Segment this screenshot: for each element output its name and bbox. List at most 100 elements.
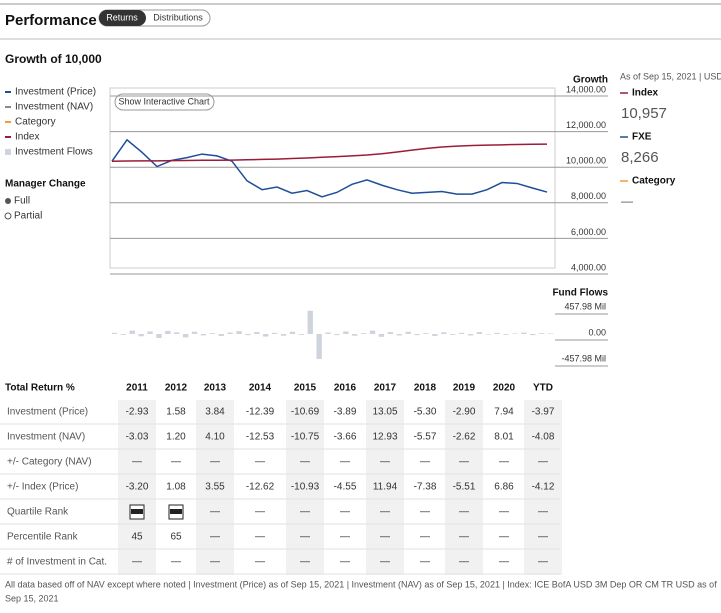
legend-label: Index: [15, 132, 39, 143]
cell: —: [132, 457, 142, 468]
y-tick-label: -457.98 Mil: [561, 353, 606, 363]
series-line: [111, 138, 548, 198]
tab[interactable]: Distributions: [153, 12, 203, 22]
tab-active[interactable]: [99, 10, 146, 26]
footnote: All data based off of NAV except where n…: [5, 579, 717, 589]
tab[interactable]: Returns: [106, 12, 138, 22]
y-tick-label: 8,000.00: [571, 191, 606, 201]
cell: —: [210, 532, 220, 543]
flow-bar: [298, 334, 305, 335]
cell: 45: [131, 532, 143, 543]
y-tick-label: 14,000.00: [566, 84, 606, 94]
column-header: YTD: [533, 383, 553, 394]
cell: —: [538, 457, 548, 468]
row-label: Percentile Rank: [7, 532, 79, 543]
cell: —: [255, 457, 265, 468]
quartile-fill: [170, 509, 182, 514]
cell: -3.97: [532, 407, 555, 418]
column-shade: [196, 400, 234, 575]
cell: 7.94: [494, 407, 514, 418]
cell: —: [340, 457, 350, 468]
cell: 1.58: [166, 407, 186, 418]
cell: —: [499, 507, 509, 518]
flow-bar: [111, 332, 118, 334]
cell: -4.12: [532, 482, 555, 493]
flow-bar: [200, 334, 207, 336]
quartile-fill: [131, 509, 143, 514]
cell: 6.86: [494, 482, 514, 493]
cell: —: [210, 457, 220, 468]
row-label: Investment (Price): [7, 407, 88, 418]
legend-label: Investment (Price): [15, 87, 96, 98]
flow-bar: [156, 334, 162, 338]
cell: -4.08: [532, 432, 555, 443]
cell: 3.55: [205, 482, 225, 493]
y-tick-label: 4,000.00: [571, 262, 606, 272]
flow-bar: [138, 334, 144, 337]
button[interactable]: [114, 93, 215, 111]
flow-bar: [387, 332, 394, 334]
column-header: 2013: [204, 383, 227, 394]
cell: —: [420, 532, 430, 543]
flow-bar: [396, 334, 402, 336]
cell: -4.55: [334, 482, 357, 493]
flow-bar: [227, 332, 233, 334]
table-header: Total Return %: [5, 383, 75, 394]
cell: —: [300, 532, 310, 543]
plot-frame: [109, 87, 556, 269]
flow-bar: [316, 334, 322, 359]
flow-bar: [512, 333, 518, 334]
cell: 13.05: [372, 407, 397, 418]
flow-bar: [503, 334, 509, 335]
flow-bar: [530, 334, 536, 336]
flow-bar: [458, 332, 465, 334]
cell: —: [499, 532, 509, 543]
cell: 12.93: [372, 432, 397, 443]
cell: —: [459, 532, 469, 543]
cell: -3.66: [334, 432, 357, 443]
cell: —: [380, 507, 390, 518]
cell: —: [210, 557, 220, 568]
legend-label: Investment Flows: [15, 147, 93, 158]
column-header: 2017: [374, 383, 397, 394]
cell: —: [340, 557, 350, 568]
flow-bar: [129, 330, 135, 334]
flow-bar: [352, 334, 358, 336]
flow-bar: [289, 331, 296, 334]
cell: —: [300, 507, 310, 518]
flow-bar: [325, 332, 331, 334]
flow-bar: [369, 330, 376, 334]
row-label: +/- Index (Price): [7, 482, 78, 493]
cell: 1.20: [166, 432, 186, 443]
side-value: 8,266: [621, 149, 659, 166]
cell: -2.93: [126, 407, 149, 418]
cell: —: [255, 532, 265, 543]
side-value: 10,957: [621, 105, 667, 122]
y-tick-label: 457.98 Mil: [564, 301, 606, 311]
cell: -12.39: [246, 407, 275, 418]
row-label: # of Investment in Cat.: [7, 557, 107, 568]
flow-bar: [414, 334, 420, 336]
cell: —: [380, 457, 390, 468]
flow-bar: [174, 332, 180, 334]
flow-bar: [378, 334, 385, 337]
column-header: 2019: [453, 383, 476, 394]
flow-bar: [271, 332, 278, 334]
legend-swatch: [5, 149, 11, 155]
button-label[interactable]: Show Interactive Chart: [118, 96, 210, 106]
cell: -2.62: [453, 432, 476, 443]
cell: —: [300, 557, 310, 568]
flow-bar: [218, 334, 224, 336]
axis-title: Growth: [573, 75, 608, 86]
manager-title: Manager Change: [5, 179, 86, 190]
cell: -10.69: [291, 407, 320, 418]
cell: —: [459, 507, 469, 518]
flow-bar: [245, 334, 251, 336]
flow-bar: [236, 331, 242, 334]
cell: —: [538, 507, 548, 518]
section-title: Growth of 10,000: [5, 52, 102, 66]
cell: —: [499, 457, 509, 468]
cell: —: [420, 507, 430, 518]
flow-bar: [334, 334, 340, 336]
